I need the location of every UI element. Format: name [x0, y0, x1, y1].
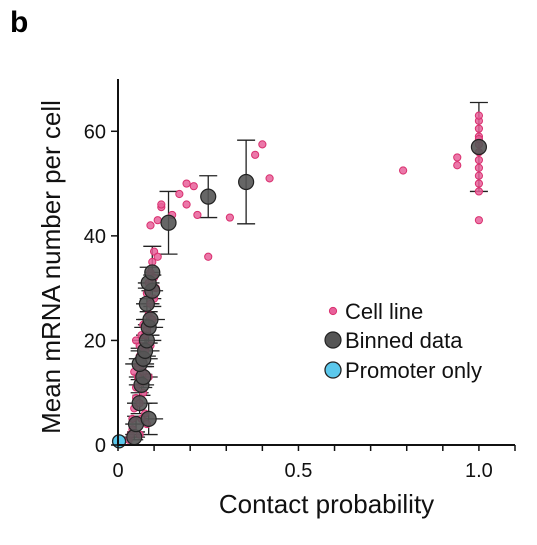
cell-line-points [124, 111, 484, 444]
cell-line-point [131, 336, 141, 345]
binned-data-point [200, 188, 217, 205]
x-tick-label: 0.5 [285, 460, 313, 482]
cell-line-point [258, 140, 267, 149]
cell-line-point [175, 189, 184, 199]
cell-line-point [474, 179, 484, 188]
cell-line-point [399, 166, 408, 175]
y-axis-label: Mean mRNA number per cell [36, 100, 66, 434]
x-tick-label: 1.0 [465, 460, 493, 482]
cell-line-point [153, 252, 162, 261]
cell-line-point [265, 174, 274, 183]
y-tick-label: 60 [84, 121, 106, 143]
error-bars [123, 101, 488, 441]
panel-label: b [10, 6, 29, 39]
legend-label: Cell line [345, 299, 423, 324]
cell-line-point [474, 111, 484, 120]
binned-data-point [160, 214, 177, 231]
binned-data-points [126, 138, 488, 446]
binned-data-point [144, 264, 161, 281]
binned-data-point [238, 173, 255, 191]
cell-line-point [182, 179, 191, 188]
cell-line-point [189, 182, 198, 191]
binned-data-point [470, 138, 488, 156]
cell-line-point [251, 150, 260, 159]
cell-line-point [193, 210, 202, 220]
x-axis-label: Contact probability [219, 489, 434, 519]
cell-line-point [474, 216, 484, 225]
legend-marker-binned [324, 331, 342, 349]
x-tick-label: 0 [112, 460, 123, 482]
cell-line-point [153, 216, 162, 225]
legend: Cell line Binned data Promoter only [324, 299, 482, 383]
axes: 0 0.5 1.0 0 20 40 60 [84, 79, 516, 482]
cell-line-point [474, 171, 484, 180]
y-tick-label: 40 [84, 226, 106, 248]
legend-marker-cell-line [328, 306, 338, 316]
cell-line-point [474, 163, 484, 172]
cell-line-point [453, 161, 462, 170]
cell-line-point [157, 200, 166, 209]
legend-label: Promoter only [345, 358, 482, 383]
binned-data-point [140, 410, 157, 427]
cell-line-point [204, 252, 213, 261]
cell-line-point [474, 155, 484, 165]
binned-data-point [131, 395, 148, 412]
cell-line-point [182, 200, 191, 209]
binned-data-point [142, 311, 159, 328]
legend-marker-promoter [324, 361, 342, 379]
cell-line-point [474, 124, 484, 133]
cell-line-point [225, 213, 234, 222]
legend-label: Binned data [345, 328, 463, 353]
y-tick-label: 20 [84, 330, 106, 352]
cell-line-point [474, 187, 484, 196]
cell-line-point [146, 221, 155, 230]
cell-line-point [453, 153, 462, 162]
y-tick-label: 0 [95, 435, 106, 457]
